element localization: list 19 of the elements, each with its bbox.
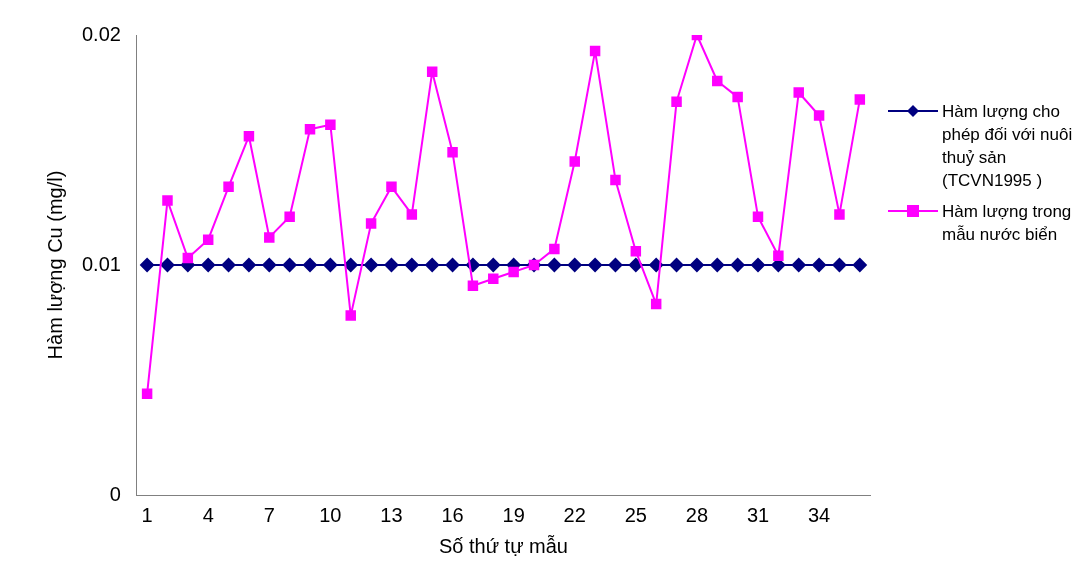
y-tick-label: 0.02 bbox=[81, 22, 121, 45]
y-axis-title: Hàm lượng Cu (mg/l) bbox=[43, 170, 66, 360]
x-tick-label: 1 bbox=[141, 503, 153, 526]
x-tick-label: 34 bbox=[807, 503, 831, 526]
x-axis-title: Số thứ tự mẫu bbox=[438, 534, 568, 557]
x-tick-label: 4 bbox=[202, 503, 214, 526]
y-tick-label: 0.01 bbox=[81, 252, 121, 275]
legend-label: Hàm lượng cho phép đối với nuôi thuỷ sản (TCVN1995 ) bbox=[942, 101, 1074, 192]
x-tick-label: 22 bbox=[563, 503, 586, 526]
y-tick-label: 0 bbox=[109, 482, 121, 505]
x-tick-label: 16 bbox=[441, 503, 464, 526]
legend-label: Hàm lượng trong mẫu nước biển bbox=[942, 201, 1073, 246]
x-tick-label: 31 bbox=[746, 503, 770, 526]
x-tick-label: 7 bbox=[263, 503, 275, 526]
x-tick-label: 28 bbox=[685, 503, 709, 526]
x-tick-label: 19 bbox=[502, 503, 525, 526]
x-tick-label: 25 bbox=[624, 503, 647, 526]
x-tick-label: 13 bbox=[380, 503, 403, 526]
x-tick-label: 10 bbox=[319, 503, 342, 526]
